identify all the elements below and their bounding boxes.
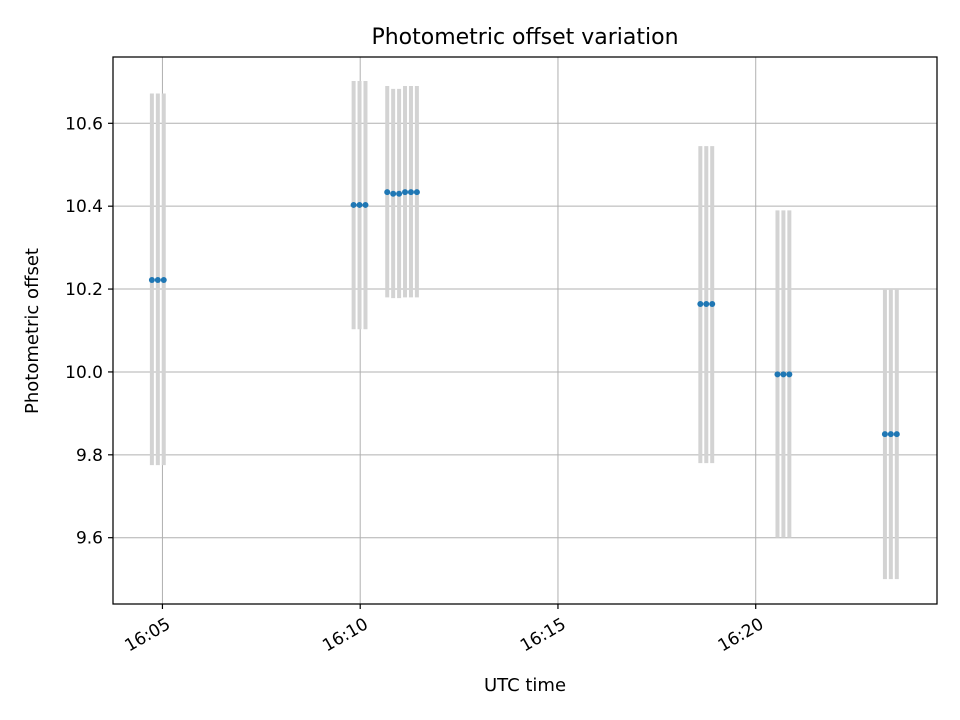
data-point xyxy=(154,276,161,283)
data-point xyxy=(390,190,397,197)
data-point xyxy=(402,189,409,196)
data-point xyxy=(362,201,369,208)
data-point xyxy=(148,276,155,283)
grid xyxy=(113,57,937,604)
data-point xyxy=(709,300,716,307)
x-tick-label: 16:05 xyxy=(122,614,174,656)
data-point xyxy=(350,201,357,208)
chart-title: Photometric offset variation xyxy=(371,25,678,50)
data-point xyxy=(407,189,414,196)
data-point xyxy=(780,371,787,378)
x-axis-label: UTC time xyxy=(484,675,566,696)
data-point xyxy=(703,300,710,307)
data-point xyxy=(396,190,403,197)
plot-frame xyxy=(112,56,938,605)
data-point xyxy=(160,276,167,283)
data-point xyxy=(893,431,900,438)
y-tick-label: 10.4 xyxy=(65,197,103,217)
y-axis-label: Photometric offset xyxy=(22,248,43,414)
data-points xyxy=(148,189,900,438)
data-point xyxy=(887,431,894,438)
data-point xyxy=(384,189,391,196)
data-point xyxy=(786,371,793,378)
data-point xyxy=(356,201,363,208)
x-tick-label: 16:10 xyxy=(319,614,371,656)
error-bars xyxy=(149,81,899,580)
data-point xyxy=(774,371,781,378)
y-tick-label: 10.2 xyxy=(65,280,103,300)
y-tick-label: 10.0 xyxy=(65,363,103,383)
data-point xyxy=(881,431,888,438)
x-tick-label: 16:15 xyxy=(517,614,569,656)
y-tick-label: 9.8 xyxy=(76,446,103,466)
y-tick-label: 10.6 xyxy=(65,114,103,134)
y-tick-label: 9.6 xyxy=(76,529,103,549)
y-axis: 9.6 9.8 10.0 10.2 10.4 10.6 xyxy=(65,114,113,549)
data-point xyxy=(413,189,420,196)
x-tick-label: 16:20 xyxy=(715,614,767,656)
data-point xyxy=(697,300,704,307)
x-axis: 16:05 16:10 16:15 16:20 xyxy=(122,604,767,656)
